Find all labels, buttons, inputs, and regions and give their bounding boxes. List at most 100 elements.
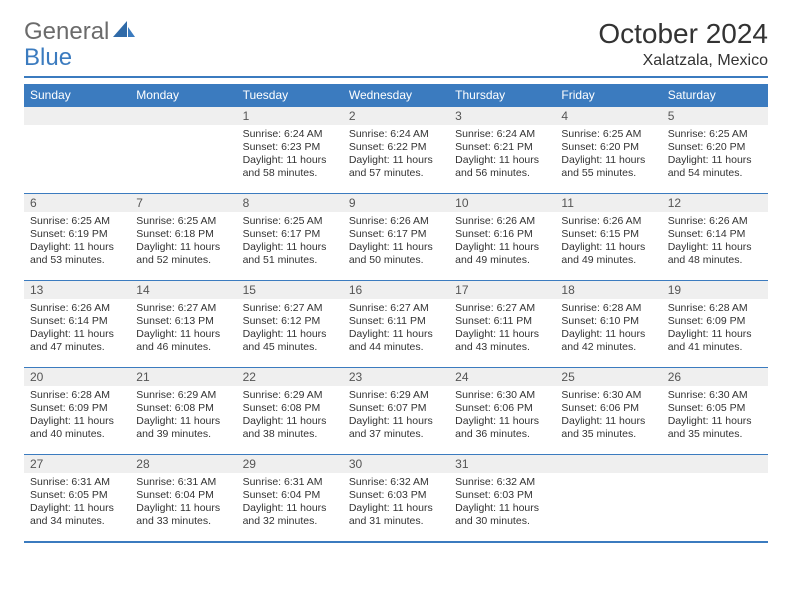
day-cell: 26Sunrise: 6:30 AMSunset: 6:05 PMDayligh…	[662, 368, 768, 454]
day-details: Sunrise: 6:26 AMSunset: 6:15 PMDaylight:…	[555, 212, 661, 272]
sunrise-text: Sunrise: 6:29 AM	[349, 389, 443, 402]
date-number: 8	[237, 194, 343, 212]
date-number: 22	[237, 368, 343, 386]
date-number: 25	[555, 368, 661, 386]
sunset-text: Sunset: 6:04 PM	[243, 489, 337, 502]
daylight-text: Daylight: 11 hours and 48 minutes.	[668, 241, 762, 267]
day-cell: 27Sunrise: 6:31 AMSunset: 6:05 PMDayligh…	[24, 455, 130, 541]
sunrise-text: Sunrise: 6:27 AM	[349, 302, 443, 315]
daylight-text: Daylight: 11 hours and 56 minutes.	[455, 154, 549, 180]
sunset-text: Sunset: 6:04 PM	[136, 489, 230, 502]
sunset-text: Sunset: 6:07 PM	[349, 402, 443, 415]
sunrise-text: Sunrise: 6:26 AM	[668, 215, 762, 228]
daylight-text: Daylight: 11 hours and 34 minutes.	[30, 502, 124, 528]
sunset-text: Sunset: 6:03 PM	[349, 489, 443, 502]
daylight-text: Daylight: 11 hours and 52 minutes.	[136, 241, 230, 267]
sunset-text: Sunset: 6:03 PM	[455, 489, 549, 502]
day-details: Sunrise: 6:25 AMSunset: 6:17 PMDaylight:…	[237, 212, 343, 272]
daylight-text: Daylight: 11 hours and 40 minutes.	[30, 415, 124, 441]
day-cell: 10Sunrise: 6:26 AMSunset: 6:16 PMDayligh…	[449, 194, 555, 280]
daylight-text: Daylight: 11 hours and 36 minutes.	[455, 415, 549, 441]
daylight-text: Daylight: 11 hours and 45 minutes.	[243, 328, 337, 354]
date-number: 15	[237, 281, 343, 299]
date-number: 29	[237, 455, 343, 473]
sunrise-text: Sunrise: 6:31 AM	[30, 476, 124, 489]
sunrise-text: Sunrise: 6:24 AM	[455, 128, 549, 141]
day-details: Sunrise: 6:30 AMSunset: 6:06 PMDaylight:…	[555, 386, 661, 446]
date-number: 13	[24, 281, 130, 299]
day-details: Sunrise: 6:28 AMSunset: 6:09 PMDaylight:…	[662, 299, 768, 359]
sunset-text: Sunset: 6:08 PM	[136, 402, 230, 415]
daylight-text: Daylight: 11 hours and 42 minutes.	[561, 328, 655, 354]
sunset-text: Sunset: 6:14 PM	[668, 228, 762, 241]
daylight-text: Daylight: 11 hours and 50 minutes.	[349, 241, 443, 267]
sunrise-text: Sunrise: 6:28 AM	[668, 302, 762, 315]
logo-text-general: General	[24, 18, 109, 46]
date-number: 30	[343, 455, 449, 473]
sunrise-text: Sunrise: 6:25 AM	[30, 215, 124, 228]
week-row: 13Sunrise: 6:26 AMSunset: 6:14 PMDayligh…	[24, 280, 768, 367]
sunset-text: Sunset: 6:16 PM	[455, 228, 549, 241]
date-number: 31	[449, 455, 555, 473]
sunset-text: Sunset: 6:17 PM	[349, 228, 443, 241]
sunset-text: Sunset: 6:20 PM	[561, 141, 655, 154]
sunset-text: Sunset: 6:08 PM	[243, 402, 337, 415]
sunrise-text: Sunrise: 6:28 AM	[561, 302, 655, 315]
day-cell: 5Sunrise: 6:25 AMSunset: 6:20 PMDaylight…	[662, 107, 768, 193]
location: Xalatzala, Mexico	[598, 52, 768, 70]
sunrise-text: Sunrise: 6:26 AM	[30, 302, 124, 315]
day-cell: 17Sunrise: 6:27 AMSunset: 6:11 PMDayligh…	[449, 281, 555, 367]
month-title: October 2024	[598, 18, 768, 50]
date-number: 14	[130, 281, 236, 299]
daylight-text: Daylight: 11 hours and 54 minutes.	[668, 154, 762, 180]
dayhead-sat: Saturday	[662, 84, 768, 106]
sunset-text: Sunset: 6:05 PM	[668, 402, 762, 415]
date-number: 17	[449, 281, 555, 299]
day-details: Sunrise: 6:24 AMSunset: 6:23 PMDaylight:…	[237, 125, 343, 185]
day-cell: 15Sunrise: 6:27 AMSunset: 6:12 PMDayligh…	[237, 281, 343, 367]
sunrise-text: Sunrise: 6:26 AM	[455, 215, 549, 228]
sunrise-text: Sunrise: 6:30 AM	[561, 389, 655, 402]
sunset-text: Sunset: 6:17 PM	[243, 228, 337, 241]
date-number: 12	[662, 194, 768, 212]
date-number: 20	[24, 368, 130, 386]
sunrise-text: Sunrise: 6:25 AM	[243, 215, 337, 228]
sunset-text: Sunset: 6:12 PM	[243, 315, 337, 328]
day-cell: 18Sunrise: 6:28 AMSunset: 6:10 PMDayligh…	[555, 281, 661, 367]
date-number: 24	[449, 368, 555, 386]
day-cell: 14Sunrise: 6:27 AMSunset: 6:13 PMDayligh…	[130, 281, 236, 367]
weeks-container: 1Sunrise: 6:24 AMSunset: 6:23 PMDaylight…	[24, 106, 768, 541]
date-number	[555, 455, 661, 473]
day-cell	[662, 455, 768, 541]
week-row: 6Sunrise: 6:25 AMSunset: 6:19 PMDaylight…	[24, 193, 768, 280]
day-details: Sunrise: 6:24 AMSunset: 6:22 PMDaylight:…	[343, 125, 449, 185]
dayhead-sun: Sunday	[24, 84, 130, 106]
date-number: 9	[343, 194, 449, 212]
header: General October 2024 Xalatzala, Mexico	[0, 0, 792, 70]
day-cell: 23Sunrise: 6:29 AMSunset: 6:07 PMDayligh…	[343, 368, 449, 454]
title-block: October 2024 Xalatzala, Mexico	[598, 18, 768, 70]
day-details: Sunrise: 6:29 AMSunset: 6:07 PMDaylight:…	[343, 386, 449, 446]
sunrise-text: Sunrise: 6:31 AM	[136, 476, 230, 489]
date-number: 19	[662, 281, 768, 299]
day-details: Sunrise: 6:27 AMSunset: 6:12 PMDaylight:…	[237, 299, 343, 359]
sunrise-text: Sunrise: 6:24 AM	[243, 128, 337, 141]
day-cell: 24Sunrise: 6:30 AMSunset: 6:06 PMDayligh…	[449, 368, 555, 454]
day-details: Sunrise: 6:26 AMSunset: 6:16 PMDaylight:…	[449, 212, 555, 272]
logo-text-blue: Blue	[24, 44, 72, 71]
sunset-text: Sunset: 6:06 PM	[561, 402, 655, 415]
daylight-text: Daylight: 11 hours and 47 minutes.	[30, 328, 124, 354]
day-cell	[24, 107, 130, 193]
daylight-text: Daylight: 11 hours and 49 minutes.	[561, 241, 655, 267]
sunset-text: Sunset: 6:15 PM	[561, 228, 655, 241]
day-cell: 19Sunrise: 6:28 AMSunset: 6:09 PMDayligh…	[662, 281, 768, 367]
sunset-text: Sunset: 6:11 PM	[349, 315, 443, 328]
day-details: Sunrise: 6:31 AMSunset: 6:04 PMDaylight:…	[130, 473, 236, 533]
daylight-text: Daylight: 11 hours and 49 minutes.	[455, 241, 549, 267]
date-number	[662, 455, 768, 473]
day-header-row: Sunday Monday Tuesday Wednesday Thursday…	[24, 84, 768, 106]
date-number: 27	[24, 455, 130, 473]
date-number: 3	[449, 107, 555, 125]
daylight-text: Daylight: 11 hours and 32 minutes.	[243, 502, 337, 528]
sunrise-text: Sunrise: 6:29 AM	[136, 389, 230, 402]
